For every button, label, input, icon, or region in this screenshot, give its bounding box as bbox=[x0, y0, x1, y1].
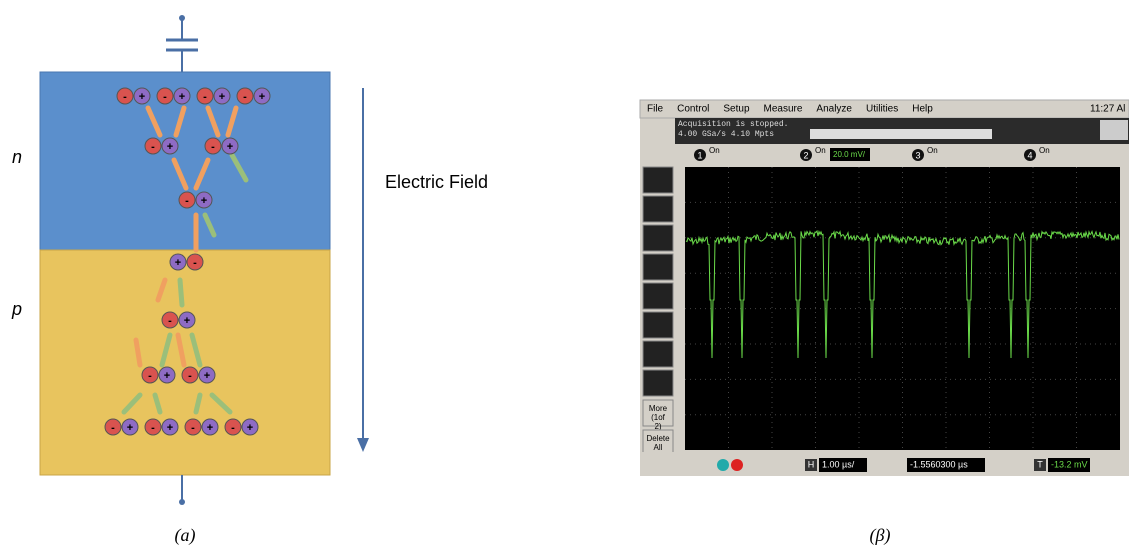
charge-sign: + bbox=[247, 422, 253, 434]
channel-state: On bbox=[927, 146, 938, 155]
region-label: n bbox=[12, 147, 22, 167]
overview bbox=[810, 129, 992, 139]
charge-sign: + bbox=[127, 422, 133, 434]
charge-sign: - bbox=[203, 91, 207, 103]
charge-sign: - bbox=[163, 91, 167, 103]
clock: 11:27 Al bbox=[1090, 104, 1125, 115]
terminal bbox=[179, 15, 185, 21]
charge-sign: - bbox=[231, 422, 235, 434]
trigger-button bbox=[643, 312, 673, 338]
channel-bar bbox=[675, 144, 1129, 166]
charge-sign: - bbox=[193, 257, 197, 269]
menu-item[interactable]: Help bbox=[912, 104, 933, 115]
charge-sign: - bbox=[151, 141, 155, 153]
field-label: Electric Field bbox=[385, 172, 488, 192]
charge-sign: - bbox=[148, 370, 152, 382]
menu-item[interactable]: Measure bbox=[764, 104, 803, 115]
charge-sign: + bbox=[204, 370, 210, 382]
charge-sign: + bbox=[227, 141, 233, 153]
figure: -+-+-+-+-+-+-++--+-+-+-+-+-+-+ n p Elect… bbox=[0, 0, 1129, 550]
t-key: T bbox=[1037, 459, 1043, 469]
arrow bbox=[180, 280, 182, 305]
channel-state: On bbox=[815, 146, 826, 155]
delay: -1.5560300 µs bbox=[910, 459, 968, 469]
terminal bbox=[179, 499, 185, 505]
charge-sign: - bbox=[211, 141, 215, 153]
toolbar bbox=[1100, 120, 1128, 140]
menu-item[interactable]: Analyze bbox=[816, 104, 852, 115]
channel-num: 4 bbox=[1027, 150, 1032, 160]
trigger-button bbox=[643, 341, 673, 367]
trigger-button bbox=[643, 167, 673, 193]
menu-item[interactable]: Utilities bbox=[866, 104, 898, 115]
charge-sign: - bbox=[243, 91, 247, 103]
channel-num: 2 bbox=[803, 150, 808, 160]
charge-sign: - bbox=[123, 91, 127, 103]
page: -+-+-+-+-+-+-++--+-+-+-+-+-+-+ n p Elect… bbox=[0, 0, 1129, 550]
menu-item[interactable]: Control bbox=[677, 104, 709, 115]
trigger-button bbox=[643, 196, 673, 222]
charge-sign: + bbox=[207, 422, 213, 434]
h-scale: 1.00 µs/ bbox=[822, 459, 855, 469]
charge-sign: + bbox=[179, 91, 185, 103]
charge-sign: + bbox=[167, 141, 173, 153]
charge-sign: + bbox=[201, 195, 207, 207]
field-arrowhead bbox=[357, 438, 369, 452]
charge-sign: - bbox=[151, 422, 155, 434]
channel-num: 3 bbox=[915, 150, 920, 160]
menu-item[interactable]: Setup bbox=[723, 104, 750, 115]
channel-scale: 20.0 mV/ bbox=[833, 150, 866, 159]
status: Acquisition is stopped. bbox=[678, 120, 788, 129]
trigger-button bbox=[643, 283, 673, 309]
charge-sign: + bbox=[167, 422, 173, 434]
charge-sign: - bbox=[168, 315, 172, 327]
trigger-button bbox=[643, 225, 673, 251]
status: 4.00 GSa/s 4.10 Mpts bbox=[678, 130, 774, 139]
channel-state: On bbox=[709, 146, 720, 155]
menu-item[interactable]: File bbox=[647, 104, 664, 115]
button[interactable] bbox=[731, 459, 743, 471]
region-label: p bbox=[11, 299, 22, 319]
charge-sign: - bbox=[188, 370, 192, 382]
charge-sign: - bbox=[191, 422, 195, 434]
charge-sign: + bbox=[175, 257, 181, 269]
charge-sign: - bbox=[185, 195, 189, 207]
caption: (a) bbox=[175, 525, 196, 546]
trigger-button bbox=[643, 254, 673, 280]
charge-sign: - bbox=[111, 422, 115, 434]
h-key: H bbox=[808, 459, 815, 469]
channel-num: 1 bbox=[697, 150, 702, 160]
channel-state: On bbox=[1039, 146, 1050, 155]
charge-sign: + bbox=[219, 91, 225, 103]
trigger-level: -13.2 mV bbox=[1051, 459, 1088, 469]
button[interactable] bbox=[717, 459, 729, 471]
charge-sign: + bbox=[184, 315, 190, 327]
charge-sign: + bbox=[139, 91, 145, 103]
caption: (β) bbox=[870, 525, 891, 546]
trigger-button bbox=[643, 370, 673, 396]
charge-sign: + bbox=[259, 91, 265, 103]
charge-sign: + bbox=[164, 370, 170, 382]
